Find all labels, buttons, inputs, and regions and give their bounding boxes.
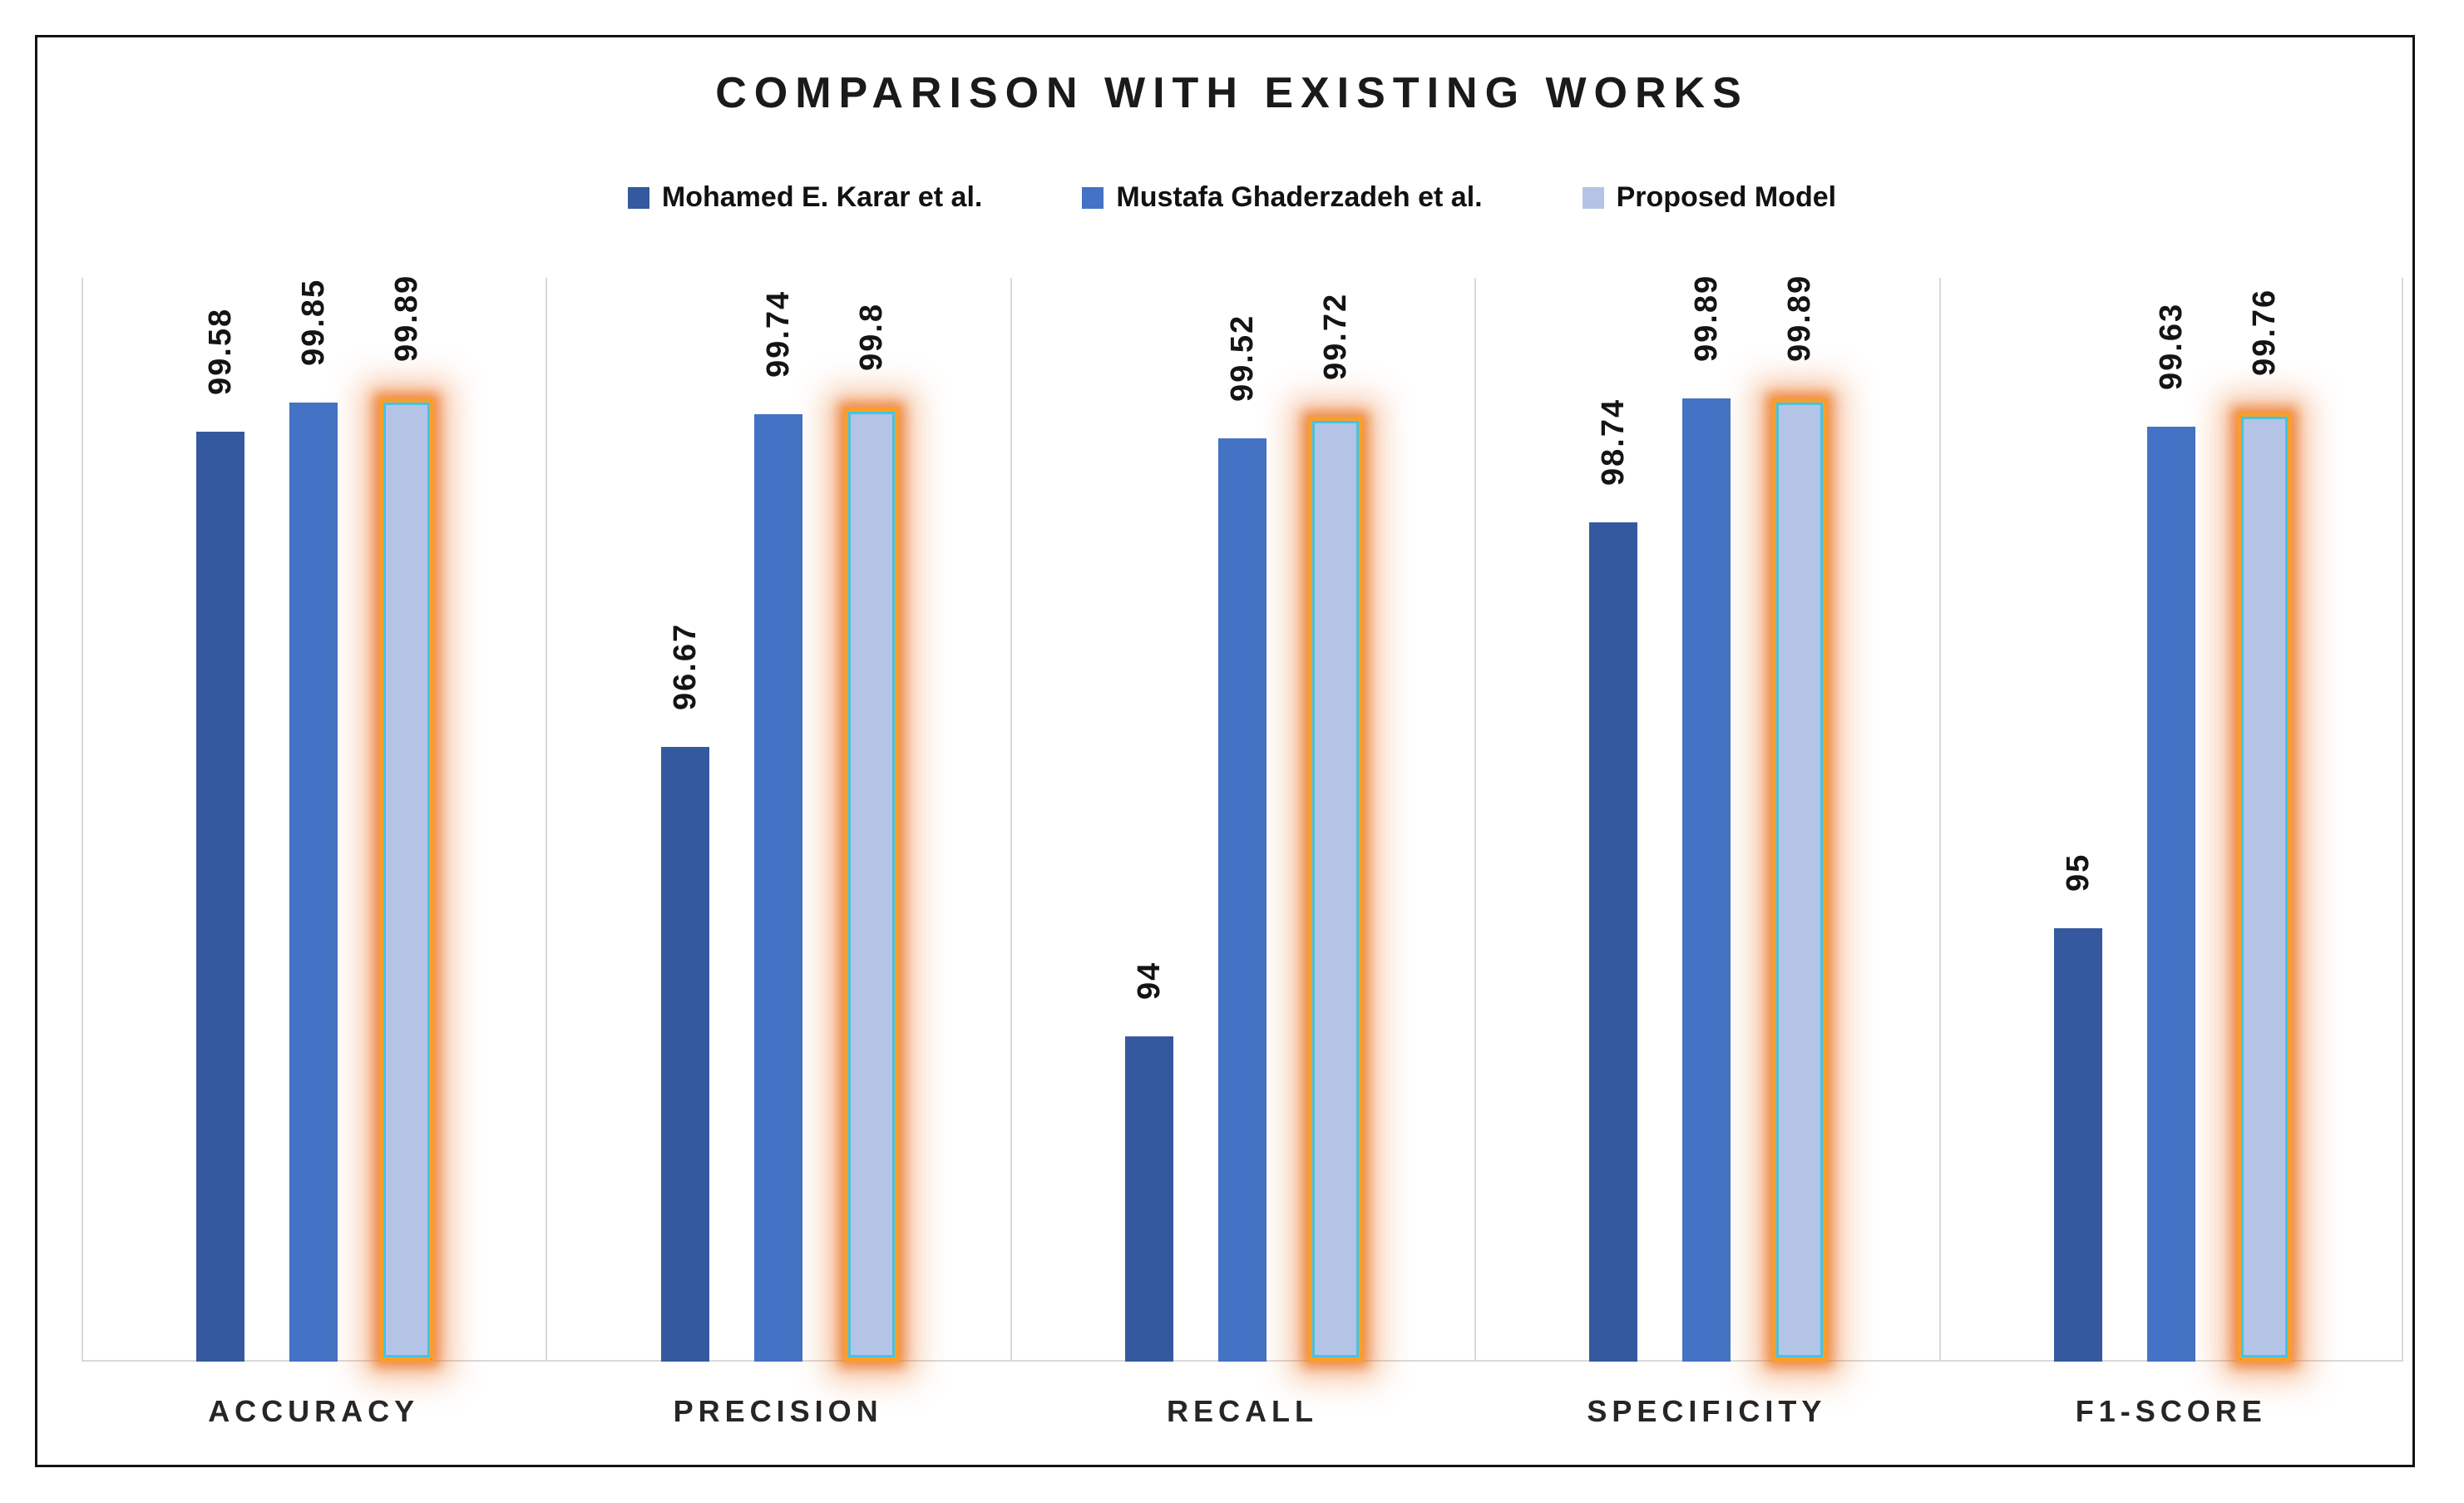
legend-swatch-series-1 (627, 186, 649, 209)
bar-series-2-accuracy (289, 402, 338, 1362)
bar-series-2-f1-score (2146, 426, 2195, 1362)
legend-label: Mustafa Ghaderzadeh et al. (1116, 181, 1483, 213)
bar-series-1-f1-score (2053, 927, 2102, 1362)
bar-series-2-specificity (1682, 398, 1731, 1362)
bar-series-3-precision (843, 408, 899, 1362)
panel-gridline (2402, 278, 2403, 1362)
bar-series-3-specificity (1772, 398, 1828, 1362)
category-label: ACCURACY (208, 1394, 420, 1428)
bar-series-3-recall (1308, 416, 1363, 1362)
bar-series-3-accuracy (379, 398, 435, 1362)
legend-swatch-series-2 (1082, 186, 1104, 209)
legend-label: Proposed Model (1616, 181, 1837, 213)
panel-gridline (81, 278, 83, 1362)
bar-value-label: 99.52 (1225, 314, 1260, 402)
bar-value-label: 99.89 (389, 274, 425, 362)
panel-gridline (1939, 278, 1941, 1362)
bar-value-label: 94 (1132, 961, 1167, 1001)
panel-gridline (546, 278, 547, 1362)
category-label: F1-SCORE (2075, 1394, 2267, 1428)
plot-area: 99.58 99.85 99.89 96.67 99.74 99.8 94 99.52 99.7… (81, 274, 2403, 1362)
bar-value-label: 99.74 (760, 290, 796, 378)
bar-series-1-recall (1125, 1036, 1173, 1362)
bar-series-3-f1-score (2236, 412, 2292, 1362)
category-label: PRECISION (673, 1394, 883, 1428)
bar-value-label: 99.63 (2153, 302, 2189, 390)
legend-item: Mustafa Ghaderzadeh et al. (1082, 181, 1483, 214)
bar-value-label: 95 (2060, 853, 2096, 892)
legend-label: Mohamed E. Karar et al. (661, 181, 983, 213)
bar-value-label: 98.74 (1596, 398, 1632, 487)
bar-series-1-specificity (1589, 522, 1638, 1362)
bar-series-2-precision (753, 414, 802, 1362)
legend-swatch-series-3 (1582, 186, 1604, 209)
bar-value-label: 99.89 (1689, 274, 1725, 362)
bar-series-1-accuracy (196, 432, 245, 1362)
bar-value-label: 99.85 (296, 278, 332, 366)
bar-value-label: 99.58 (203, 307, 239, 396)
legend-item: Proposed Model (1582, 181, 1837, 214)
bar-series-2-recall (1218, 438, 1267, 1362)
legend: Mohamed E. Karar et al. Mustafa Ghaderza… (0, 181, 2464, 214)
category-label: RECALL (1166, 1394, 1318, 1428)
category-label: SPECIFICITY (1587, 1394, 1827, 1428)
bar-value-label: 99.72 (1318, 292, 1353, 380)
panel-gridline (1010, 278, 1012, 1362)
bar-value-label: 99.8 (853, 303, 889, 372)
bar-value-label: 99.76 (2246, 288, 2282, 376)
legend-item: Mohamed E. Karar et al. (627, 181, 983, 214)
bar-value-label: 96.67 (667, 623, 703, 711)
bar-value-label: 99.89 (1782, 274, 1818, 362)
bar-series-1-precision (660, 747, 709, 1362)
panel-gridline (1474, 278, 1476, 1362)
chart-title: COMPARISON WITH EXISTING WORKS (715, 69, 1749, 117)
